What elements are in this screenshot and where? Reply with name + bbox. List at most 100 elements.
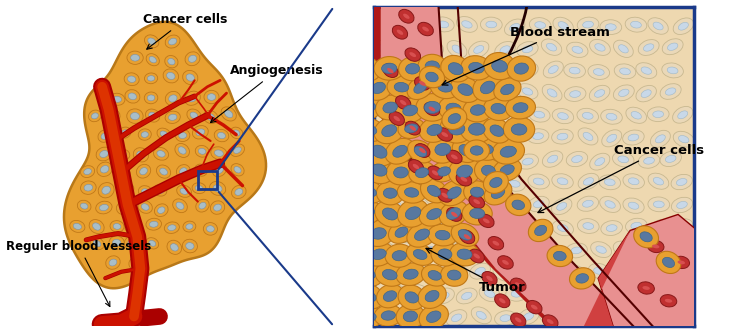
Ellipse shape [197,167,205,173]
Ellipse shape [441,132,448,137]
Ellipse shape [576,274,588,283]
Ellipse shape [548,66,558,74]
Ellipse shape [533,292,544,299]
Ellipse shape [427,136,459,163]
Ellipse shape [157,128,171,140]
Ellipse shape [148,38,156,45]
Ellipse shape [546,43,556,51]
Ellipse shape [106,256,120,269]
Ellipse shape [468,123,485,135]
Ellipse shape [99,151,108,158]
Ellipse shape [626,218,647,233]
Polygon shape [64,22,266,288]
Ellipse shape [430,75,460,99]
Ellipse shape [171,244,178,251]
Ellipse shape [643,247,654,254]
Ellipse shape [213,164,226,177]
Ellipse shape [378,66,389,73]
Ellipse shape [88,110,101,122]
Ellipse shape [206,226,214,232]
Ellipse shape [188,95,197,102]
Ellipse shape [131,113,139,120]
Ellipse shape [565,309,587,324]
Ellipse shape [396,40,418,56]
Ellipse shape [192,126,209,139]
Ellipse shape [213,185,222,192]
Ellipse shape [178,147,186,154]
Ellipse shape [361,208,375,219]
Ellipse shape [507,56,536,81]
Ellipse shape [554,251,566,261]
Ellipse shape [528,107,550,122]
Ellipse shape [398,118,425,139]
Ellipse shape [374,310,395,325]
Ellipse shape [360,63,374,74]
Ellipse shape [439,134,449,142]
Ellipse shape [506,286,528,301]
Ellipse shape [450,247,461,254]
Ellipse shape [447,208,461,219]
Ellipse shape [473,138,500,160]
Ellipse shape [482,165,496,176]
Ellipse shape [379,247,390,253]
Ellipse shape [528,219,553,241]
Ellipse shape [459,145,472,156]
Ellipse shape [491,187,505,198]
Ellipse shape [396,154,418,169]
Ellipse shape [145,73,157,84]
Ellipse shape [214,129,229,142]
Ellipse shape [168,225,176,230]
Ellipse shape [504,176,525,191]
Ellipse shape [177,185,191,197]
Ellipse shape [415,77,430,90]
Ellipse shape [402,158,413,165]
Ellipse shape [483,171,508,193]
Ellipse shape [141,204,149,210]
Ellipse shape [495,42,516,58]
Ellipse shape [668,43,678,50]
Ellipse shape [415,223,425,231]
Ellipse shape [631,222,642,229]
Ellipse shape [499,298,505,303]
Ellipse shape [479,286,500,302]
Ellipse shape [518,308,539,324]
Ellipse shape [177,165,190,177]
Ellipse shape [542,263,562,278]
Ellipse shape [230,127,243,139]
Ellipse shape [457,249,472,259]
Ellipse shape [195,185,203,191]
Ellipse shape [73,223,82,229]
Ellipse shape [476,311,486,319]
Ellipse shape [564,265,585,280]
Ellipse shape [100,166,109,173]
Ellipse shape [192,183,206,193]
Ellipse shape [510,23,519,31]
Ellipse shape [385,197,407,213]
Ellipse shape [623,198,644,213]
Ellipse shape [666,88,676,95]
Ellipse shape [480,81,495,94]
Ellipse shape [615,264,634,281]
Ellipse shape [523,313,533,320]
Ellipse shape [552,109,574,124]
Ellipse shape [145,35,159,48]
Ellipse shape [583,177,594,185]
Ellipse shape [450,90,460,97]
Ellipse shape [640,232,652,242]
Ellipse shape [488,236,504,250]
Ellipse shape [407,140,433,163]
Ellipse shape [517,241,539,255]
Ellipse shape [235,188,243,195]
Ellipse shape [482,271,497,285]
Ellipse shape [619,314,628,322]
Ellipse shape [372,145,387,158]
Ellipse shape [427,208,441,219]
Ellipse shape [474,156,485,163]
Ellipse shape [449,157,481,185]
Ellipse shape [383,64,398,78]
Ellipse shape [470,146,483,155]
Polygon shape [582,230,630,330]
Ellipse shape [677,201,687,208]
Ellipse shape [506,108,526,125]
Ellipse shape [634,226,659,248]
